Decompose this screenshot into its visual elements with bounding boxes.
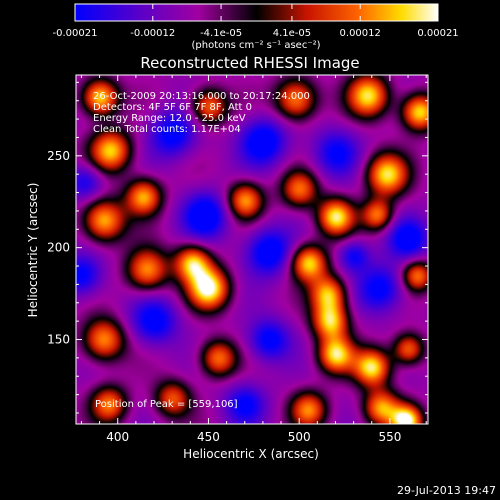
y-tick-label: 250 [47, 149, 70, 163]
annotation-time-range: 26-Oct-2009 20:13:16.000 to 20:17:24.000 [93, 91, 310, 102]
colorbar: -0.00021 -0.00012 -4.1e-05 4.1e-05 0.00012 0.… [53, 3, 459, 51]
chart-title: Reconstructed RHESSI Image [140, 54, 359, 72]
x-tick-label: 500 [288, 430, 311, 444]
plot-area: 400 450 500 550 150 200 250 26-Oct-2009 20:13:… [47, 74, 429, 444]
y-axis-label: Heliocentric Y (arcsec) [26, 183, 40, 318]
x-tick-label: 450 [197, 430, 220, 444]
y-tick-label: 200 [47, 241, 70, 255]
colorbar-tick-label: 0.00012 [340, 28, 381, 39]
colorbar-tick-label: 0.00021 [417, 28, 458, 39]
peak-position-label: Position of Peak = [559,106] [95, 399, 238, 410]
colorbar-units: (photons cm⁻² s⁻¹ asec⁻²) [191, 40, 320, 51]
plot-frame [75, 74, 429, 425]
heatmap-image [76, 75, 428, 424]
colorbar-gradient [74, 3, 439, 22]
colorbar-tick-label: -0.00012 [130, 28, 175, 39]
colorbar-tick-label: -4.1e-05 [200, 28, 242, 39]
annotation-clean-counts: Clean Total counts: 1.17E+04 [93, 124, 241, 135]
timestamp: 29-Jul-2013 19:47 [396, 484, 496, 497]
y-tick-label: 150 [47, 333, 70, 347]
x-axis-label: Heliocentric X (arcsec) [183, 447, 319, 461]
colorbar-tick-label: 4.1e-05 [273, 28, 311, 39]
colorbar-ticks: -0.00021 -0.00012 -4.1e-05 4.1e-05 0.00012 0.… [53, 4, 459, 39]
annotation-detectors: Detectors: 4F 5F 6F 7F 8F, Att 0 [93, 102, 252, 113]
x-tick-label: 400 [106, 430, 129, 444]
annotation-energy-range: Energy Range: 12.0 - 25.0 keV [93, 113, 246, 124]
colorbar-tick-label: -0.00021 [53, 28, 98, 39]
axes: 400 450 500 550 150 200 250 [47, 75, 428, 444]
annotation-block: 26-Oct-2009 20:13:16.000 to 20:17:24.000… [93, 91, 310, 135]
x-tick-label: 550 [378, 430, 401, 444]
